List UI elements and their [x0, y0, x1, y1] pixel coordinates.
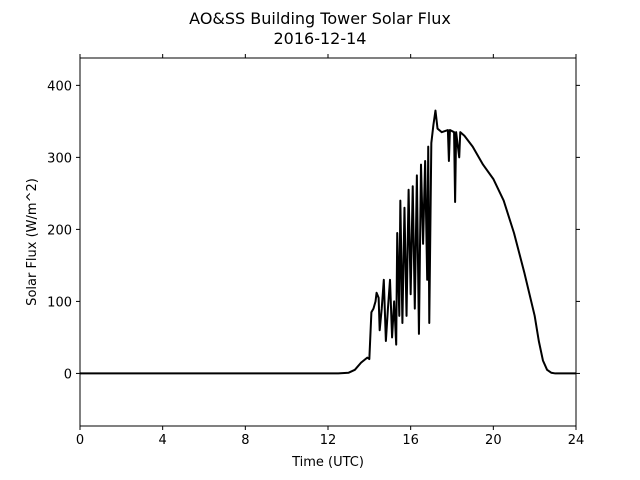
line: [80, 109, 576, 375]
x-tick-label: 20: [485, 433, 502, 448]
plot-frame: [79, 57, 577, 427]
x-tick-label: 8: [241, 433, 249, 448]
chart-subtitle: 2016-12-14: [274, 29, 367, 48]
y-tick-label: 100: [47, 295, 72, 310]
y-axis-label: Solar Flux (W/m^2): [25, 178, 40, 306]
y-tick-label: 300: [47, 151, 72, 166]
y-tick-label: 200: [47, 223, 72, 238]
x-axis-label: Time (UTC): [291, 455, 364, 470]
x-tick-label: 4: [159, 433, 167, 448]
x-tick-label: 12: [320, 433, 337, 448]
x-tick-label: 24: [568, 433, 585, 448]
x-tick-label: 16: [402, 433, 419, 448]
x-tick-label: 0: [76, 433, 84, 448]
chart-title: AO&SS Building Tower Solar Flux: [189, 9, 451, 28]
y-tick-label: 400: [47, 79, 72, 94]
y-tick-label: 0: [64, 367, 72, 382]
